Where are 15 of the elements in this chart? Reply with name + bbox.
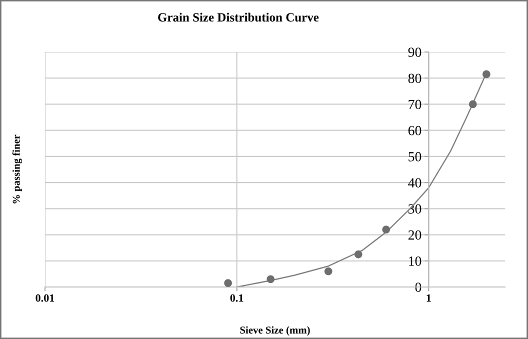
y-tick-label: 40 xyxy=(408,178,422,188)
y-tick-label: 90 xyxy=(408,48,422,57)
x-tick-label: 1 xyxy=(426,294,431,302)
y-tick-label: 70 xyxy=(408,100,422,110)
y-tick-label: 60 xyxy=(408,126,422,136)
y-tick-label: 20 xyxy=(408,230,422,240)
y-tick-label: 50 xyxy=(408,152,422,162)
y-axis-title: % passing finer xyxy=(12,134,22,204)
y-tick-label: 10 xyxy=(409,256,422,266)
x-tick-label: 0.01 xyxy=(36,294,54,302)
chart-title: Grain Size Distribution Curve xyxy=(158,12,319,22)
x-tick-label: 0.1 xyxy=(230,294,244,302)
y-tick-label: 80 xyxy=(408,74,422,84)
y-tick-label: 30 xyxy=(408,204,422,214)
x-axis-title: Sieve Size (mm) xyxy=(240,326,310,336)
